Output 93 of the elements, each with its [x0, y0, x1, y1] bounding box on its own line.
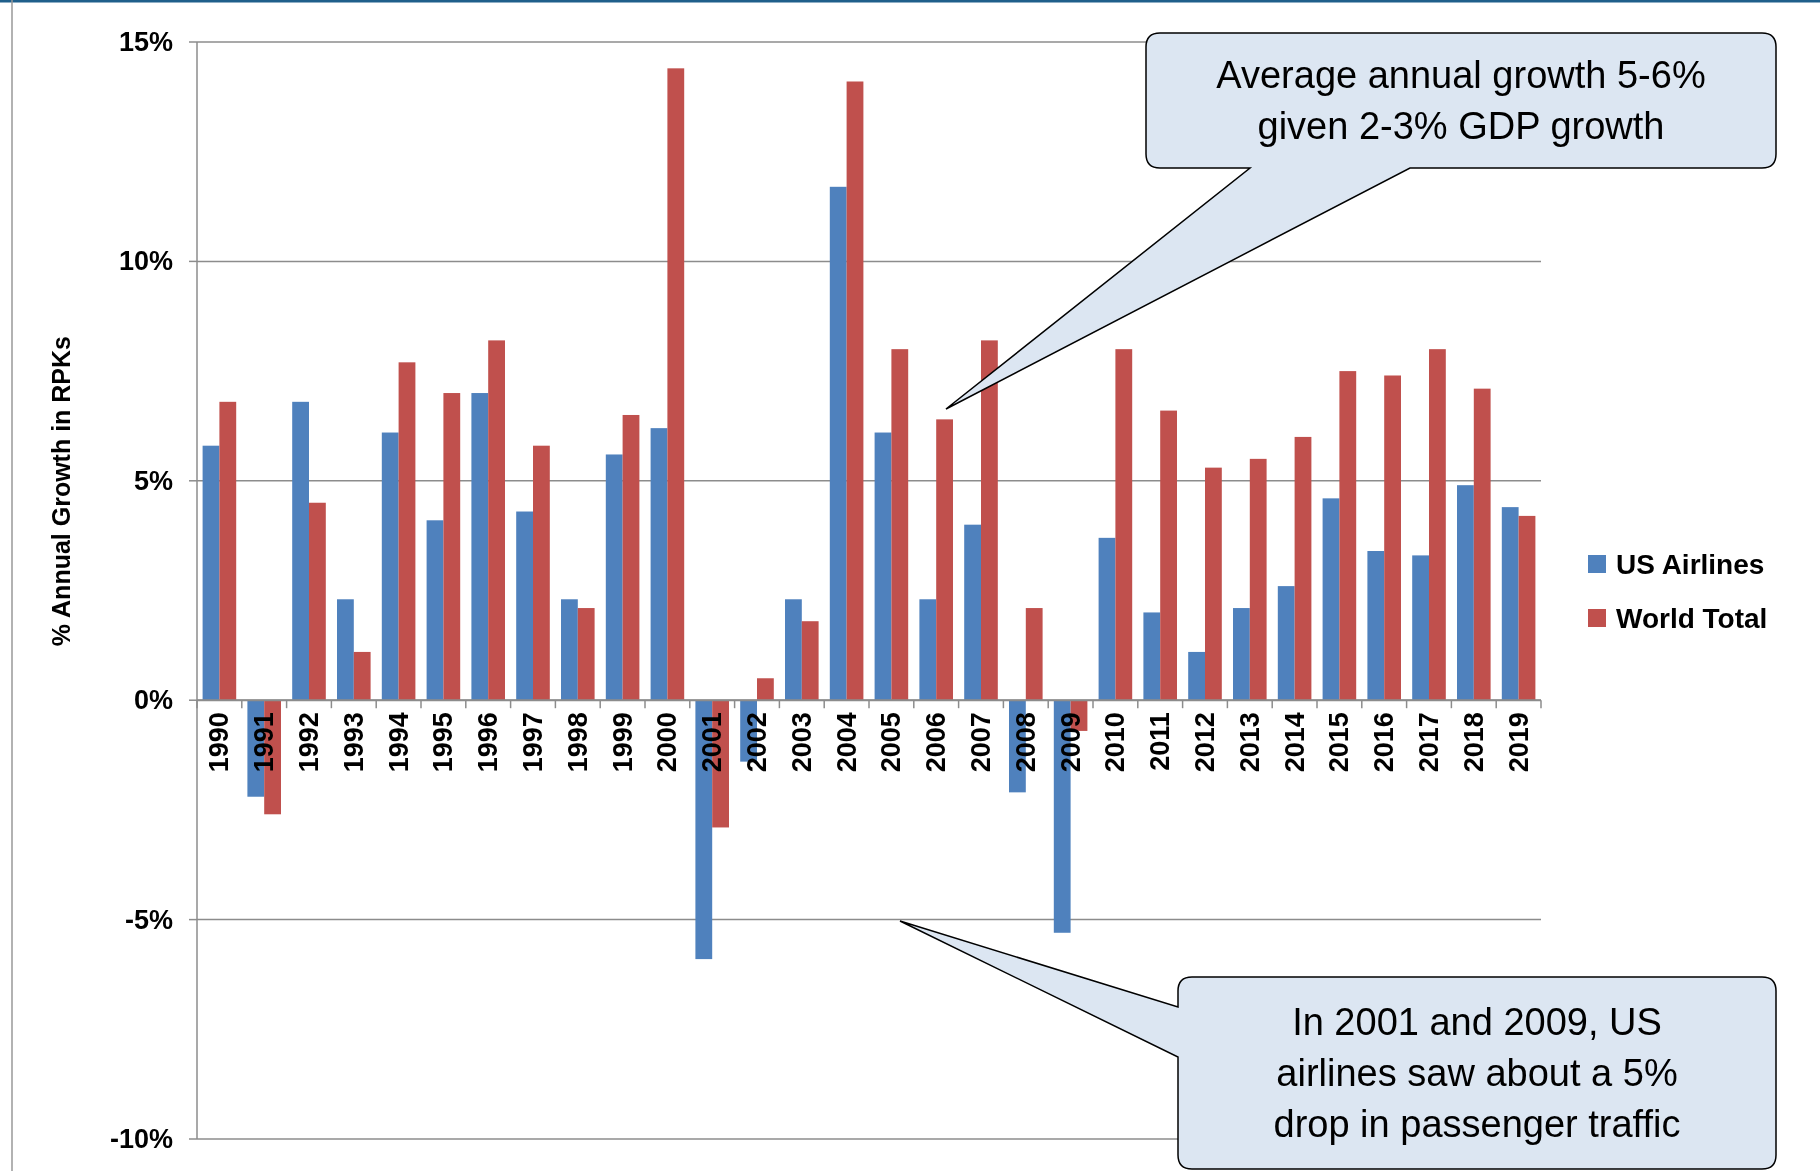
y-tick-label: 10% [118, 246, 173, 277]
bar [919, 599, 937, 701]
x-tick-label: 2012 [1190, 712, 1220, 773]
bar [381, 432, 399, 701]
x-tick-label: 2017 [1414, 712, 1444, 773]
x-tick-label: 2010 [1100, 712, 1131, 773]
x-tick-label: 1990 [204, 712, 235, 773]
x-tick-label: 1993 [338, 712, 369, 773]
bar [846, 81, 864, 701]
x-tick-label: 2015 [1324, 712, 1355, 773]
y-tick-label: -10% [109, 1124, 173, 1154]
x-tick-label: 1992 [294, 712, 324, 773]
bar [785, 599, 802, 701]
x-tick-label: 2018 [1458, 712, 1489, 773]
bar [1473, 388, 1491, 701]
bar [1160, 410, 1177, 701]
x-tick-label: 2001 [697, 712, 728, 773]
bar [471, 393, 489, 701]
bar [443, 393, 461, 701]
bar [757, 678, 774, 701]
x-tick-label: 2003 [786, 712, 817, 773]
bar [1412, 555, 1429, 701]
bar [1501, 507, 1519, 701]
bar [219, 401, 237, 701]
bar [1518, 515, 1536, 701]
x-tick-label: 2007 [966, 712, 996, 773]
bar [561, 599, 578, 701]
bar [936, 419, 953, 701]
x-tick-label: 2005 [876, 712, 907, 773]
bar [533, 445, 550, 701]
y-tick-label: -5% [124, 904, 173, 935]
x-tick-label: 1994 [383, 712, 414, 773]
x-tick-label: 2013 [1234, 712, 1265, 773]
bar [1339, 371, 1357, 701]
bar [398, 362, 416, 701]
bar [292, 401, 309, 701]
bar [829, 186, 847, 701]
bar [1367, 551, 1385, 701]
bar [650, 428, 668, 701]
x-tick-label: 2006 [921, 712, 952, 773]
x-tick-label: 1991 [249, 712, 280, 773]
x-tick-label: 1998 [562, 712, 593, 773]
x-tick-label: 2004 [831, 712, 862, 773]
legend-label: World Total [1616, 602, 1768, 634]
annotation: In 2001 and 2009, US airlines saw about a 5% drop in passenger traffic [1273, 1001, 1681, 1145]
x-tick-label: 1999 [607, 712, 638, 773]
bar [337, 599, 354, 701]
bar [1384, 375, 1401, 701]
bar [1205, 467, 1222, 701]
bar [1457, 485, 1474, 701]
bar [516, 511, 533, 701]
bar [1025, 608, 1043, 701]
x-tick-label: 2019 [1503, 712, 1534, 773]
bar [981, 340, 998, 701]
bar [605, 454, 623, 701]
bar [964, 524, 981, 701]
legend-label: US Airlines [1616, 548, 1765, 580]
bar [202, 445, 220, 701]
bar [874, 432, 892, 701]
bar [353, 651, 371, 701]
bar [1322, 498, 1340, 701]
bar [1098, 537, 1116, 701]
x-tick-label: 2016 [1369, 712, 1400, 773]
bar [488, 340, 505, 701]
bar [891, 349, 909, 701]
bar [426, 520, 444, 701]
bar [622, 414, 640, 701]
x-tick-label: 2008 [1010, 712, 1041, 773]
bar [1143, 612, 1161, 701]
x-tick-label: 1995 [428, 712, 459, 773]
y-tick-label: 15% [118, 27, 173, 57]
bar [667, 68, 685, 701]
bar [801, 621, 819, 701]
bar [1249, 458, 1267, 701]
x-tick-label: 2002 [742, 712, 772, 773]
bar [1233, 608, 1250, 701]
x-tick-label: 2000 [652, 712, 683, 773]
bar [309, 502, 326, 701]
x-tick-label: 1996 [473, 712, 504, 773]
bar [1294, 436, 1312, 701]
bar [1188, 651, 1205, 701]
y-axis-title: % Annual Growth in RPKs [47, 336, 75, 647]
bar [1429, 349, 1446, 701]
x-tick-label: 2014 [1279, 712, 1310, 773]
bar [577, 608, 595, 701]
x-tick-label: 2011 [1145, 712, 1176, 771]
y-tick-label: 0% [133, 685, 173, 716]
x-tick-label: 1997 [518, 712, 548, 773]
bar [1115, 349, 1133, 701]
annotation: Average annual growth 5-6% given 2-3% GDP growth [1216, 54, 1706, 147]
x-tick-label: 2009 [1055, 712, 1086, 773]
y-tick-label: 5% [133, 465, 173, 496]
bar [1277, 586, 1295, 701]
